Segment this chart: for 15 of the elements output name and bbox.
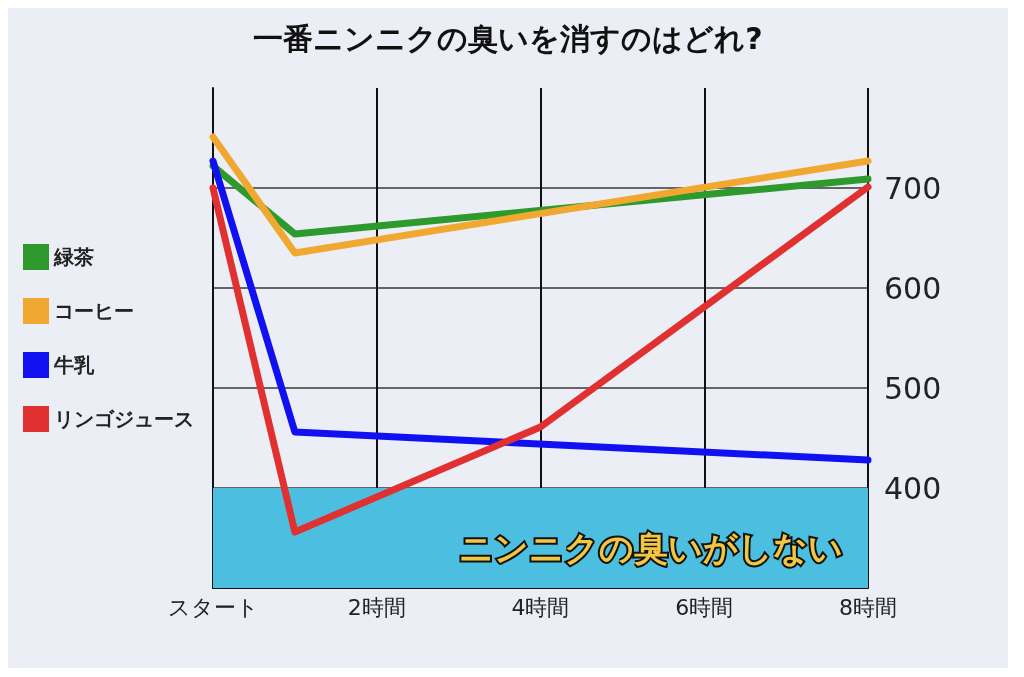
y-tick-label: 500 (884, 370, 942, 406)
chart-title: 一番ニンニクの臭いを消すのはどれ? (253, 20, 763, 56)
legend-label: リンゴジュース (54, 407, 194, 431)
x-tick-label: 4時間 (511, 594, 570, 620)
legend-label: 牛乳 (53, 353, 95, 377)
x-tick-label: 6時間 (675, 594, 734, 620)
y-tick-label: 700 (884, 170, 942, 206)
legend-label: コーヒー (54, 299, 134, 323)
band-label: ニンニクの臭いがしない (458, 528, 843, 568)
y-tick-label: 400 (884, 470, 942, 506)
legend-label: 緑茶 (53, 245, 94, 269)
x-tick-label: 2時間 (347, 594, 406, 620)
x-tick-label: 8時間 (839, 594, 897, 620)
x-tick-label: スタート (167, 594, 259, 620)
y-tick-label: 600 (884, 270, 942, 306)
